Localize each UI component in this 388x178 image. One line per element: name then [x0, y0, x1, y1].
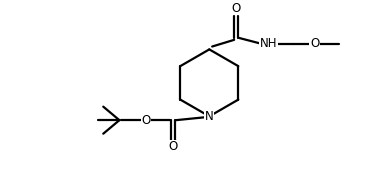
Text: O: O — [232, 2, 241, 15]
Text: O: O — [142, 114, 151, 127]
Text: N: N — [205, 110, 214, 123]
Text: O: O — [310, 37, 319, 50]
Text: O: O — [168, 140, 178, 153]
Text: NH: NH — [260, 37, 277, 50]
